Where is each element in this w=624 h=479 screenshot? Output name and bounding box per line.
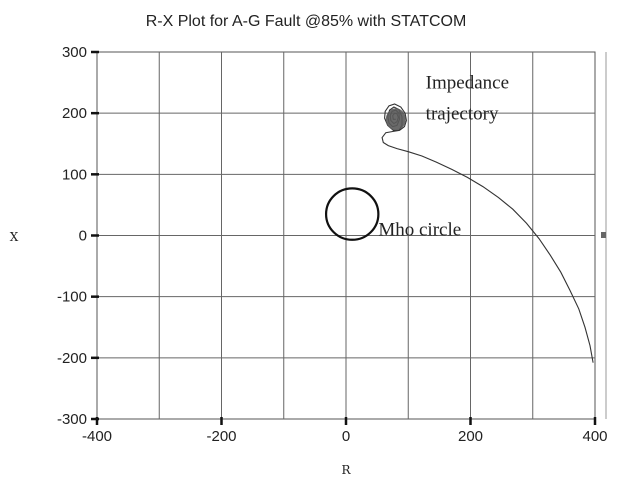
y-axis-ticks: 300 200 100 0 -100 -200 -300 [57,44,99,428]
x-tick-label: 0 [342,428,350,445]
trajectory-cluster [385,108,406,131]
chart-title: R-X Plot for A-G Fault @85% with STATCOM [146,13,467,30]
annotation-label: trajectory [426,103,499,124]
gridlines [97,52,595,419]
annotations: Impedance trajectory Mho circle [378,73,509,241]
y-tick-label: -100 [57,289,87,306]
x-tick-label: 400 [582,428,607,445]
y-axis-label: X [10,230,19,244]
y-tick-label: -300 [57,411,87,428]
x-tick-label: -200 [206,428,236,445]
mho-circle [324,187,380,241]
y-tick-label: 0 [79,228,87,245]
y-tick-label: 300 [62,44,87,61]
annotation-label: Mho circle [378,220,461,241]
annotation-label: Impedance [426,73,509,94]
y-tick-label: -200 [57,350,87,367]
chart-marks [324,103,594,363]
y-tick-label: 200 [62,105,87,122]
x-tick-label: 200 [458,428,483,445]
right-edge-marker [601,232,606,238]
x-axis-ticks: -400 -200 0 200 400 [82,417,608,445]
y-tick-label: 100 [62,166,87,183]
x-tick-label: -400 [82,428,112,445]
x-axis-label: R [341,463,351,477]
